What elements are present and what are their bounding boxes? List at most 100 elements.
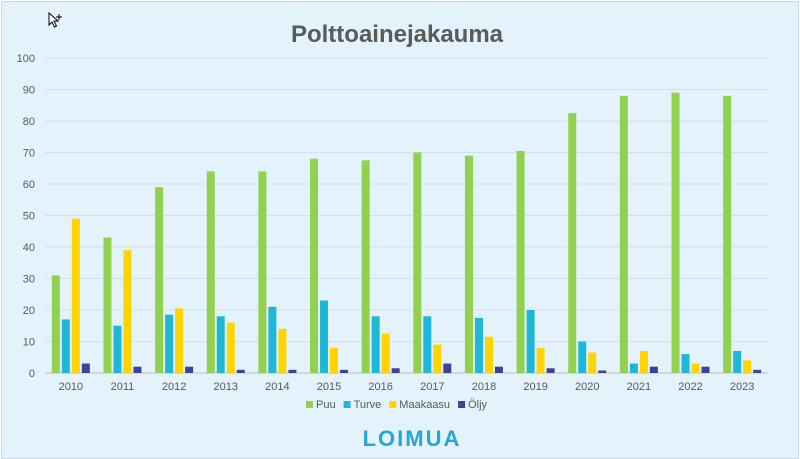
bar-maakaasu <box>433 344 442 373</box>
x-tick-label: 2021 <box>627 381 651 393</box>
gridlines <box>45 57 768 374</box>
x-tick-label: 2018 <box>472 381 496 393</box>
x-tick-label: 2014 <box>265 381 289 393</box>
legend-item: Turve <box>343 399 382 411</box>
bar-maakaasu <box>484 336 493 373</box>
x-tick-label: 2012 <box>162 381 186 393</box>
bar--ljy <box>340 369 349 373</box>
legend-label: Turve <box>354 399 382 411</box>
x-tick-label: 2019 <box>523 381 547 393</box>
y-tick-label: 50 <box>23 211 35 223</box>
bar-puu <box>568 113 577 373</box>
bar-turve <box>320 300 329 373</box>
legend-label: Maakaasu <box>399 399 450 411</box>
bar-maakaasu <box>639 350 648 373</box>
bar--ljy <box>701 366 710 373</box>
bar-maakaasu <box>123 250 132 373</box>
x-tick-label: 2015 <box>317 381 341 393</box>
y-tick-label: 10 <box>23 337 35 349</box>
bar-puu <box>671 92 680 374</box>
bar-puu <box>361 160 370 373</box>
bar--ljy <box>649 366 658 373</box>
bar-puu <box>723 95 732 374</box>
y-tick-label: 30 <box>23 274 35 286</box>
bar-turve <box>165 314 174 373</box>
legend: Puu Turve Maakaasu Öljy <box>306 399 488 411</box>
bar--ljy <box>236 369 245 373</box>
legend-swatch <box>306 401 313 408</box>
x-tick-label: 2023 <box>730 381 754 393</box>
bar-maakaasu <box>588 352 597 373</box>
bar-turve <box>423 316 432 373</box>
x-tick-label: 2011 <box>111 381 135 393</box>
legend-swatch <box>343 401 351 408</box>
y-tick-label: 0 <box>29 368 35 380</box>
bar-maakaasu <box>175 308 184 373</box>
y-tick-label: 100 <box>17 53 35 65</box>
x-tick-label: 2022 <box>678 381 702 393</box>
bar-turve <box>61 319 70 373</box>
x-tick-label: 2016 <box>368 381 392 393</box>
y-tick-label: 40 <box>23 242 35 254</box>
bar--ljy <box>546 368 555 373</box>
bar--ljy <box>753 369 762 373</box>
legend-label: Öljy <box>468 399 487 411</box>
bar-turve <box>681 354 690 373</box>
legend-label: Puu <box>316 399 336 411</box>
bar-maakaasu <box>743 360 752 373</box>
bar-puu <box>155 187 164 373</box>
bar-puu <box>464 155 473 373</box>
bar-puu <box>413 152 422 373</box>
bar--ljy <box>133 366 142 373</box>
loimua-logo: LOIMUA <box>363 426 462 451</box>
x-tick-label: 2020 <box>575 381 599 393</box>
bar-maakaasu <box>691 363 700 373</box>
bar-maakaasu <box>226 322 235 373</box>
bar--ljy <box>494 366 503 373</box>
y-tick-label: 70 <box>23 148 35 160</box>
bar-puu <box>258 171 267 373</box>
bar-maakaasu <box>278 328 287 373</box>
bar-turve <box>578 341 587 373</box>
bar-puu <box>206 171 215 373</box>
bar-turve <box>474 317 483 373</box>
chart-title: Polttoainejakauma <box>291 21 504 48</box>
bar-puu <box>310 158 319 373</box>
legend-item: Maakaasu <box>389 399 450 411</box>
x-axis-ticks: 2010 2011 2012 2013 2014 2015 2016 2017 2018 2019… <box>59 381 755 393</box>
legend-item: Öljy <box>458 399 488 411</box>
bar-turve <box>268 306 277 373</box>
bar-puu <box>51 275 60 373</box>
y-tick-label: 20 <box>23 305 35 317</box>
x-tick-label: 2017 <box>420 381 444 393</box>
bar--ljy <box>185 366 194 373</box>
bar--ljy <box>81 363 90 373</box>
bar-turve <box>733 350 742 373</box>
bar-turve <box>113 325 122 373</box>
x-tick-label: 2010 <box>59 381 83 393</box>
bar-turve <box>629 363 638 373</box>
bars <box>51 92 762 374</box>
bar-puu <box>516 150 525 373</box>
bar-puu <box>619 95 628 374</box>
bar--ljy <box>598 370 607 373</box>
legend-item: Puu <box>306 399 336 411</box>
bar--ljy <box>288 369 297 373</box>
y-axis-ticks: 0 10 20 30 40 50 60 70 80 90 100 <box>17 53 35 380</box>
bar-turve <box>371 316 380 373</box>
bar-maakaasu <box>330 347 339 373</box>
x-tick-label: 2013 <box>214 381 238 393</box>
move-cursor-icon <box>48 12 62 28</box>
legend-swatch <box>458 401 466 408</box>
bar-maakaasu <box>381 333 390 373</box>
y-tick-label: 60 <box>23 179 35 191</box>
bar-puu <box>103 237 112 373</box>
bar-turve <box>526 310 535 373</box>
bar-maakaasu <box>536 347 545 373</box>
y-tick-label: 80 <box>23 116 35 128</box>
legend-swatch <box>389 401 397 408</box>
bar--ljy <box>391 368 400 373</box>
bar-maakaasu <box>71 218 80 373</box>
